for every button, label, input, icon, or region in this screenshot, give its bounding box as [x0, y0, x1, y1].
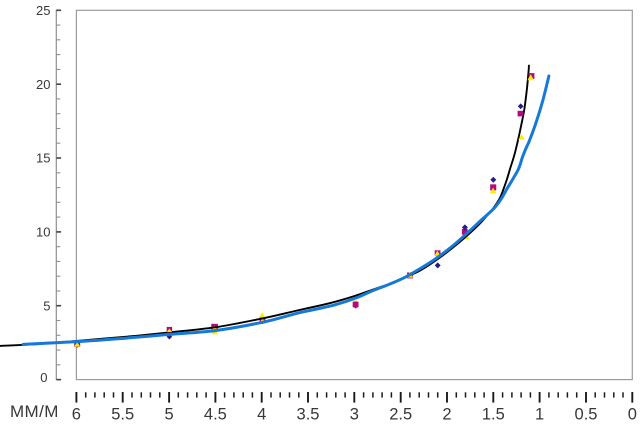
svg-text:10: 10 — [36, 225, 50, 240]
svg-text:0.5: 0.5 — [575, 406, 598, 423]
svg-text:3: 3 — [350, 406, 359, 423]
svg-text:5: 5 — [43, 298, 50, 313]
svg-text:20: 20 — [36, 77, 50, 92]
svg-text:3.5: 3.5 — [297, 406, 320, 423]
svg-text:25: 25 — [36, 3, 50, 18]
svg-text:0: 0 — [40, 370, 47, 385]
svg-text:2: 2 — [442, 406, 451, 423]
svg-text:0: 0 — [628, 406, 637, 423]
svg-text:1.5: 1.5 — [482, 406, 505, 423]
svg-text:2.5: 2.5 — [389, 406, 412, 423]
svg-text:6: 6 — [72, 406, 81, 423]
svg-text:4: 4 — [257, 406, 266, 423]
svg-text:4.5: 4.5 — [204, 406, 227, 423]
svg-text:5.5: 5.5 — [111, 406, 134, 423]
svg-text:MM/M: MM/M — [10, 402, 59, 421]
svg-text:5: 5 — [165, 406, 174, 423]
svg-text:15: 15 — [36, 151, 50, 166]
svg-text:1: 1 — [535, 406, 544, 423]
